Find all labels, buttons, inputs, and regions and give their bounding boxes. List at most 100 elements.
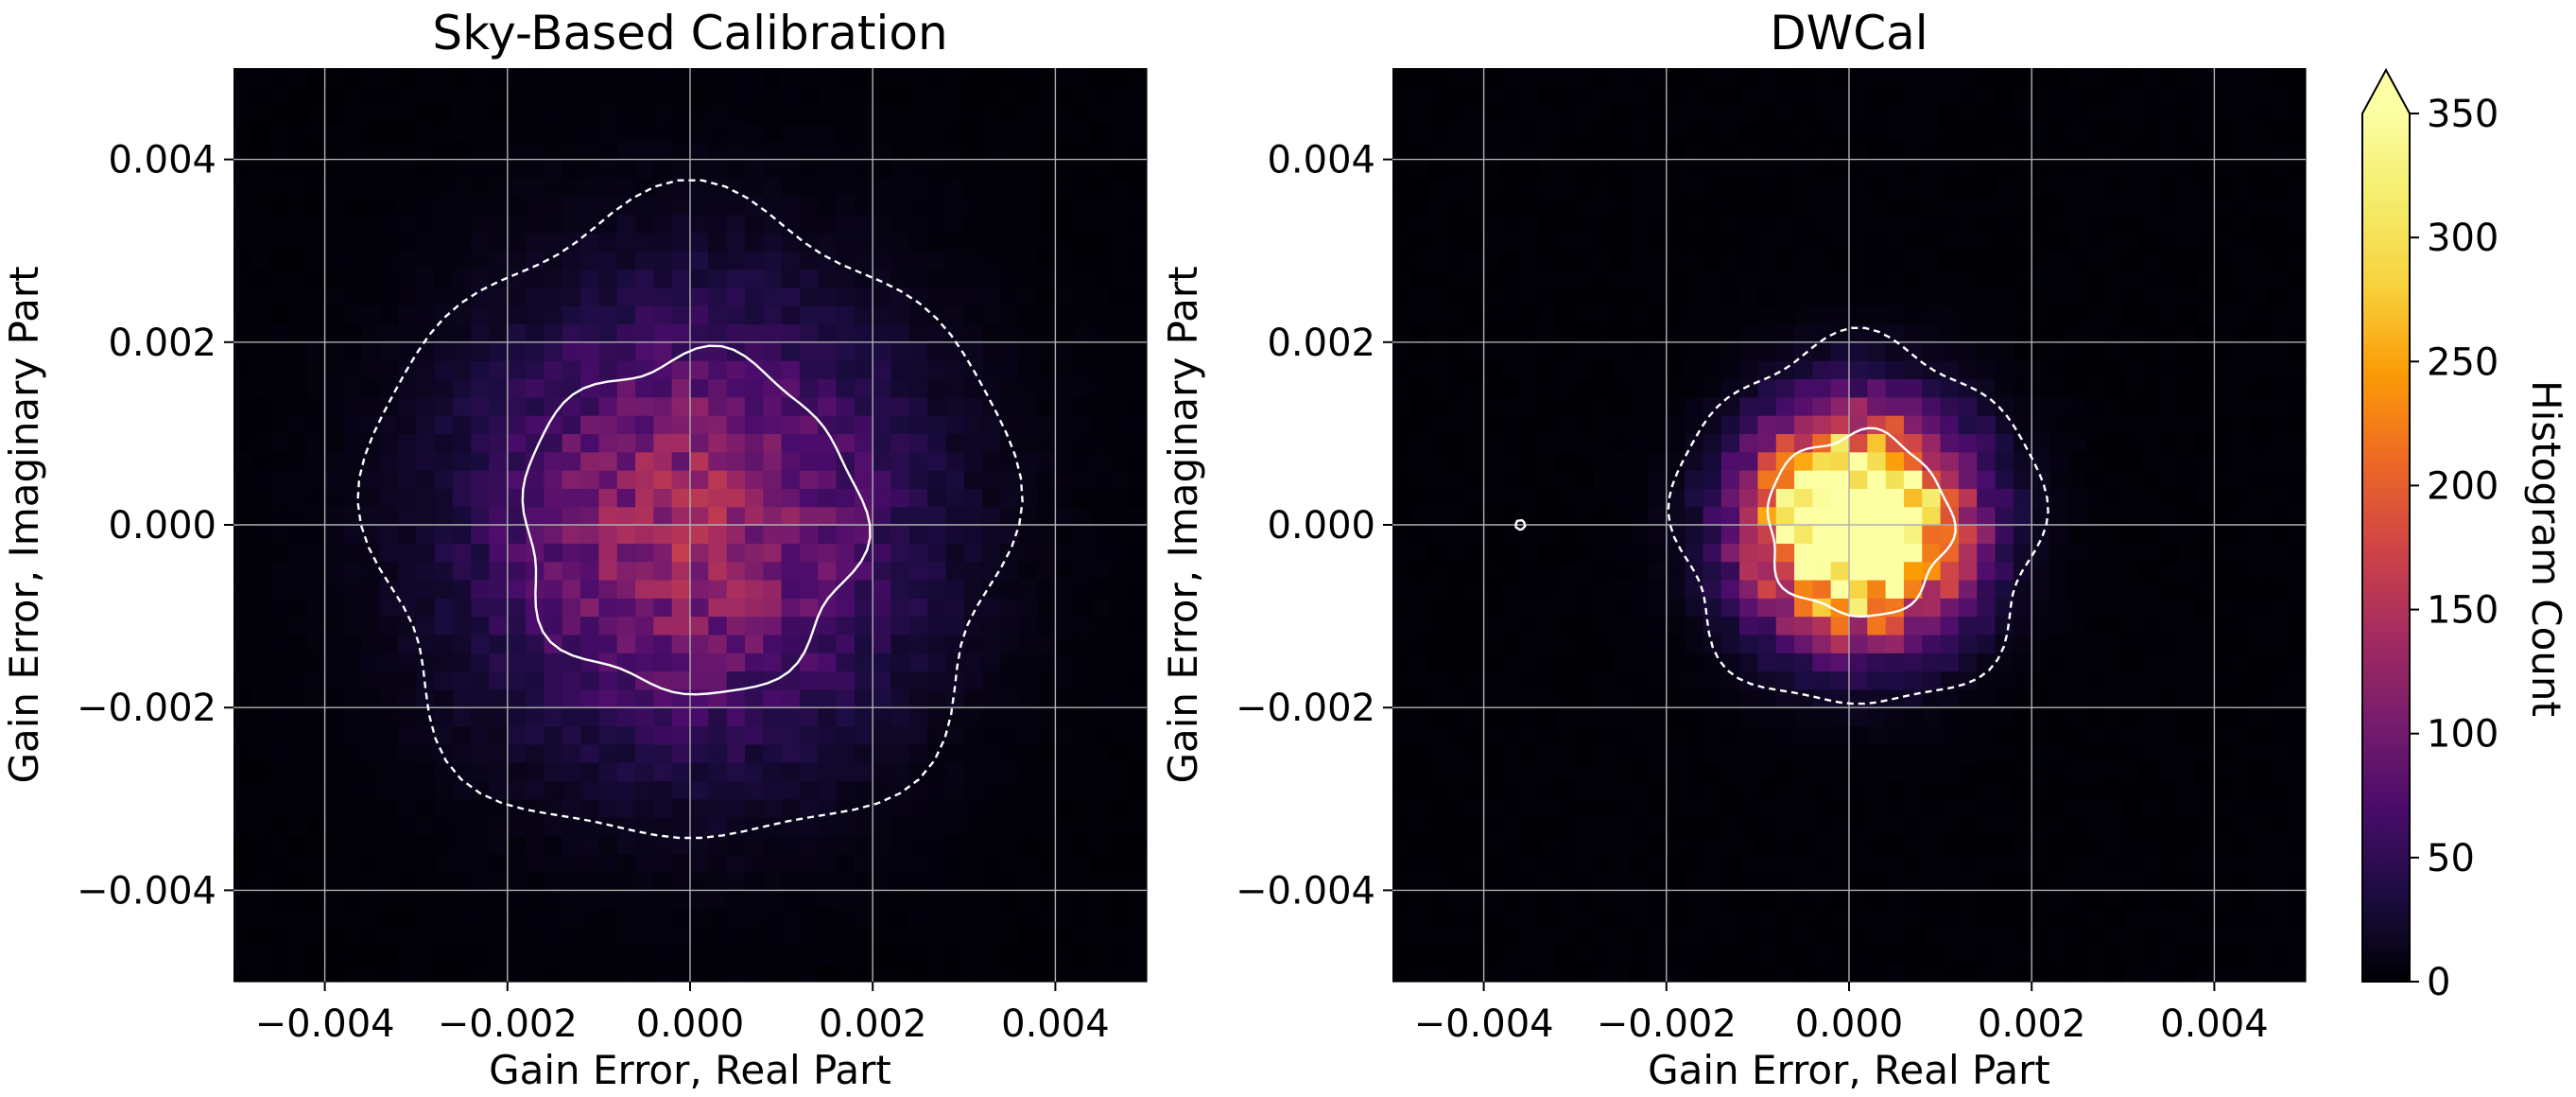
heatmap-cell xyxy=(1483,251,1503,270)
heatmap-cell xyxy=(1685,232,1704,252)
heatmap-cell xyxy=(2269,470,2289,489)
heatmap-cell xyxy=(361,86,381,106)
heatmap-cell xyxy=(1885,305,1905,325)
heatmap-cell xyxy=(287,378,307,398)
heatmap-cell xyxy=(726,488,746,508)
heatmap-cell xyxy=(233,214,252,234)
heatmap-cell xyxy=(2269,963,2289,983)
heatmap-cell xyxy=(1000,762,1020,782)
heatmap-cell xyxy=(927,653,947,672)
heatmap-cell xyxy=(2232,798,2252,818)
heatmap-cell xyxy=(1703,927,1722,946)
heatmap-cell xyxy=(233,451,252,471)
heatmap-cell xyxy=(1611,688,1631,708)
heatmap-cell xyxy=(562,433,581,453)
heatmap-cell xyxy=(708,159,728,179)
heatmap-cell xyxy=(1073,360,1093,380)
heatmap-cell xyxy=(690,688,709,708)
heatmap-cell xyxy=(2177,360,2197,380)
heatmap-cell xyxy=(1885,525,1905,544)
heatmap-cell xyxy=(2013,305,2032,325)
heatmap-cell xyxy=(1018,177,1038,197)
heatmap-cell xyxy=(526,945,545,965)
heatmap-cell xyxy=(2067,817,2087,837)
heatmap-cell xyxy=(1428,287,1448,306)
heatmap-cell xyxy=(1128,68,1148,87)
heatmap-cell xyxy=(1830,908,1850,928)
heatmap-cell xyxy=(1922,433,1942,453)
heatmap-cell xyxy=(562,104,581,124)
heatmap-cell xyxy=(671,360,691,380)
heatmap-cell xyxy=(2013,688,2032,708)
heatmap-cell xyxy=(671,506,691,526)
heatmap-cell xyxy=(1794,525,1813,544)
heatmap-cell xyxy=(1648,251,1668,270)
heatmap-cell xyxy=(799,670,819,690)
heatmap-cell xyxy=(361,598,381,618)
heatmap-cell xyxy=(2214,159,2234,179)
heatmap-cell xyxy=(233,688,252,708)
heatmap-cell xyxy=(1703,104,1722,124)
heatmap-cell xyxy=(1812,688,1832,708)
heatmap-cell xyxy=(744,86,764,106)
heatmap-cell xyxy=(526,104,545,124)
heatmap-cell xyxy=(690,396,709,416)
heatmap-cell xyxy=(1037,287,1056,306)
heatmap-cell xyxy=(1977,817,1997,837)
heatmap-cell xyxy=(562,214,581,234)
heatmap-cell xyxy=(2104,561,2124,581)
heatmap-cell xyxy=(1410,670,1430,690)
heatmap-cell xyxy=(2177,798,2197,818)
heatmap-cell xyxy=(818,853,838,873)
heatmap-cell xyxy=(416,945,436,965)
heatmap-cell xyxy=(690,634,709,653)
heatmap-cell xyxy=(1128,872,1148,891)
heatmap-cell xyxy=(690,743,709,763)
heatmap-cell xyxy=(2159,634,2179,653)
heatmap-cell xyxy=(1630,817,1650,837)
heatmap-cell xyxy=(781,634,801,653)
heatmap-cell xyxy=(671,104,691,124)
heatmap-cell xyxy=(1446,488,1466,508)
heatmap-cell xyxy=(1520,835,1540,855)
heatmap-cell xyxy=(2251,688,2270,708)
heatmap-cell xyxy=(1720,506,1740,526)
heatmap-cell xyxy=(854,86,873,106)
heatmap-cell xyxy=(1995,616,2014,636)
heatmap-cell xyxy=(927,762,947,782)
heatmap-cell xyxy=(744,214,764,234)
heatmap-cell xyxy=(1685,104,1704,124)
heatmap-cell xyxy=(818,488,838,508)
heatmap-cell xyxy=(1720,707,1740,727)
heatmap-cell xyxy=(1648,68,1668,87)
heatmap-cell xyxy=(836,853,856,873)
heatmap-cell xyxy=(2196,323,2215,343)
heatmap-cell xyxy=(1648,433,1668,453)
heatmap-cell xyxy=(2196,908,2215,928)
heatmap-cell xyxy=(1110,451,1130,471)
heatmap-cell xyxy=(269,415,289,434)
heatmap-cell xyxy=(726,470,746,489)
heatmap-cell xyxy=(1538,341,1558,361)
heatmap-cell xyxy=(526,927,545,946)
heatmap-cell xyxy=(1000,269,1020,288)
heatmap-cell xyxy=(2104,963,2124,983)
heatmap-cell xyxy=(361,743,381,763)
heatmap-cell xyxy=(1446,707,1466,727)
heatmap-cell xyxy=(2269,86,2289,106)
heatmap-cell xyxy=(1501,396,1521,416)
heatmap-cell xyxy=(580,305,599,325)
heatmap-cell xyxy=(781,743,801,763)
heatmap-cell xyxy=(233,104,252,124)
heatmap-cell xyxy=(1630,725,1650,745)
heatmap-cell xyxy=(1410,396,1430,416)
heatmap-cell xyxy=(726,86,746,106)
heatmap-cell xyxy=(489,287,509,306)
heatmap-cell xyxy=(1055,287,1075,306)
heatmap-cell xyxy=(1501,853,1521,873)
heatmap-cell xyxy=(1110,945,1130,965)
heatmap-cell xyxy=(2049,159,2069,179)
heatmap-cell xyxy=(1446,305,1466,325)
heatmap-cell xyxy=(1018,104,1038,124)
